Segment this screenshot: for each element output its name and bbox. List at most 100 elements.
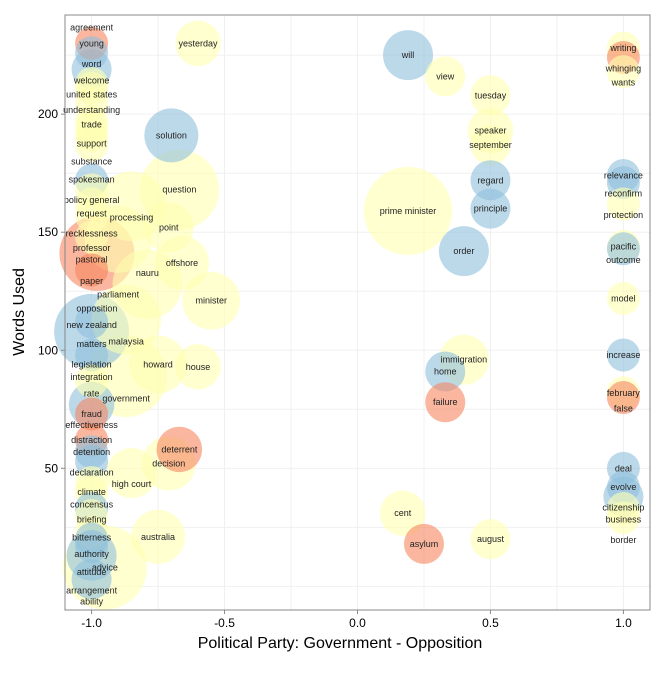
point-label: outcome: [606, 255, 641, 265]
bubble-matters: [75, 305, 109, 339]
point-label: climate: [77, 487, 106, 497]
point-label: professor: [73, 243, 111, 253]
point-label: howard: [143, 359, 173, 369]
bubble-will: [383, 30, 434, 81]
bubble-solution: [144, 108, 199, 163]
bubble-malaysia: [91, 284, 162, 355]
y-tick-label: 150: [38, 225, 58, 239]
point-label: home: [434, 367, 457, 377]
point-label: false: [614, 404, 633, 414]
point-label: australia: [141, 532, 175, 542]
point-label: authority: [74, 549, 109, 559]
bubble-failure: [425, 382, 466, 423]
point-label: united states: [66, 89, 118, 99]
bubble-principle: [470, 188, 511, 229]
point-label: august: [477, 534, 505, 544]
y-axis-label: Words Used: [11, 268, 28, 356]
point-label: matters: [77, 339, 108, 349]
point-label: pastoral: [76, 255, 108, 265]
point-label: cent: [394, 508, 412, 518]
point-label: citizenship: [602, 503, 644, 513]
point-label: understanding: [63, 105, 120, 115]
point-label: tuesday: [475, 90, 507, 100]
point-label: solution: [156, 130, 187, 140]
bubble-new-zealand: [75, 253, 109, 287]
x-tick-label: -0.5: [214, 616, 235, 630]
point-label: government: [102, 393, 150, 403]
point-label: deal: [615, 463, 632, 473]
point-label: asylum: [410, 539, 439, 549]
bubble-outcome: [606, 232, 640, 266]
point-label: will: [401, 50, 415, 60]
bubble-prime-minister: [363, 166, 453, 256]
point-label: parliament: [97, 289, 140, 299]
bubble-asylum: [403, 523, 444, 564]
bubble-tuesday: [470, 75, 511, 116]
point-label: order: [453, 246, 474, 256]
point-label: detention: [73, 447, 110, 457]
point-label: question: [162, 185, 196, 195]
point-label: trade: [81, 119, 102, 129]
point-label: increase: [606, 350, 640, 360]
point-label: support: [77, 138, 108, 148]
point-label: september: [469, 140, 512, 150]
point-label: advice: [92, 563, 118, 573]
point-label: speaker: [474, 126, 506, 136]
point-label: point: [159, 223, 179, 233]
bubble-august: [470, 519, 511, 560]
point-label: view: [436, 71, 455, 81]
point-label: fraud: [81, 409, 102, 419]
point-label: young: [79, 38, 104, 48]
bubble-fraud: [75, 364, 109, 398]
bubble-minister: [182, 271, 241, 330]
point-label: declaration: [70, 467, 114, 477]
point-label: spokesman: [69, 174, 115, 184]
x-tick-label: 0.5: [482, 616, 499, 630]
bubble-model: [606, 281, 640, 315]
point-label: immigration: [441, 355, 488, 365]
bubble-effectiveness: [75, 397, 109, 431]
bubble-word: [75, 36, 109, 70]
bubble-false: [606, 381, 640, 414]
point-label: pacific: [611, 241, 637, 251]
bubble-paper: [75, 220, 109, 254]
point-label: prime minister: [380, 206, 437, 216]
y-tick-label: 100: [38, 343, 58, 357]
point-label: briefing: [77, 514, 107, 524]
point-label: nauru: [136, 268, 159, 278]
point-label: protection: [604, 210, 644, 220]
x-tick-label: -1.0: [81, 616, 102, 630]
point-label: bitterness: [72, 533, 112, 543]
point-label: offshore: [166, 258, 198, 268]
point-label: deterrent: [161, 444, 198, 454]
bubble-ability: [71, 559, 112, 600]
x-tick-label: 0.0: [349, 616, 366, 630]
bubble-house: [175, 344, 221, 390]
point-label: ability: [80, 596, 104, 606]
point-label: recklessness: [66, 229, 119, 239]
point-label: model: [611, 293, 636, 303]
bubble-view: [425, 56, 466, 97]
x-axis-label: Political Party: Government - Opposition: [198, 635, 483, 652]
bubble-order: [438, 226, 489, 277]
point-label: processing: [110, 212, 154, 222]
point-label: malaysia: [108, 337, 144, 347]
point-label: arrangement: [66, 585, 118, 595]
point-label: new zealand: [66, 320, 117, 330]
y-tick-label: 50: [45, 461, 59, 475]
bubble-yesterday: [175, 20, 221, 67]
bubble-australia: [131, 509, 186, 564]
bubble-wants: [606, 55, 640, 89]
bubble-high-court: [106, 448, 157, 499]
point-label: whinging: [605, 64, 642, 74]
axis-ticks: -1.0 -0.5 0.0 0.5 1.0 50 100 150 200: [38, 107, 632, 630]
point-label: business: [606, 514, 642, 524]
point-label: principle: [474, 204, 508, 214]
point-label: legislation: [72, 359, 112, 369]
bubble-howard: [129, 335, 187, 394]
point-label: house: [186, 362, 211, 372]
point-label: request: [77, 208, 108, 218]
bubble-integration: [75, 338, 109, 372]
